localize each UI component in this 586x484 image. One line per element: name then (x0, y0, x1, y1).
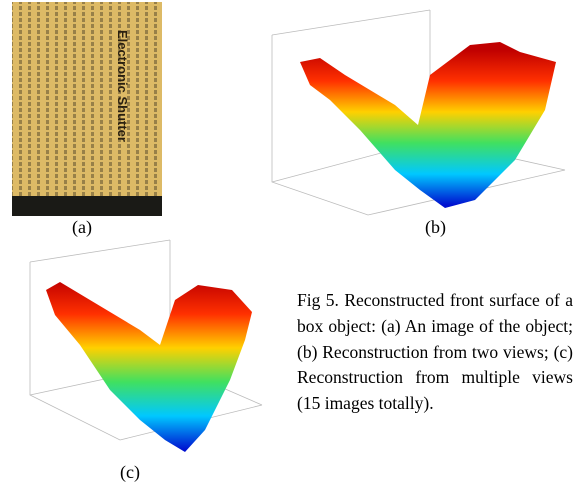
caption: Fig 5. Reconstructed front surface of a … (297, 288, 573, 417)
surface-c (46, 282, 252, 452)
surface-b (300, 42, 556, 208)
panel-label: (a) (72, 217, 92, 238)
photo-text: Electronic Shutter (115, 30, 130, 142)
panel-label: (c) (120, 462, 140, 483)
figure-page: Electronic Shutter (a) (b) (c) Fig 5. Re… (0, 0, 586, 484)
photo: Electronic Shutter (12, 2, 162, 216)
panel-label: (b) (425, 217, 446, 238)
